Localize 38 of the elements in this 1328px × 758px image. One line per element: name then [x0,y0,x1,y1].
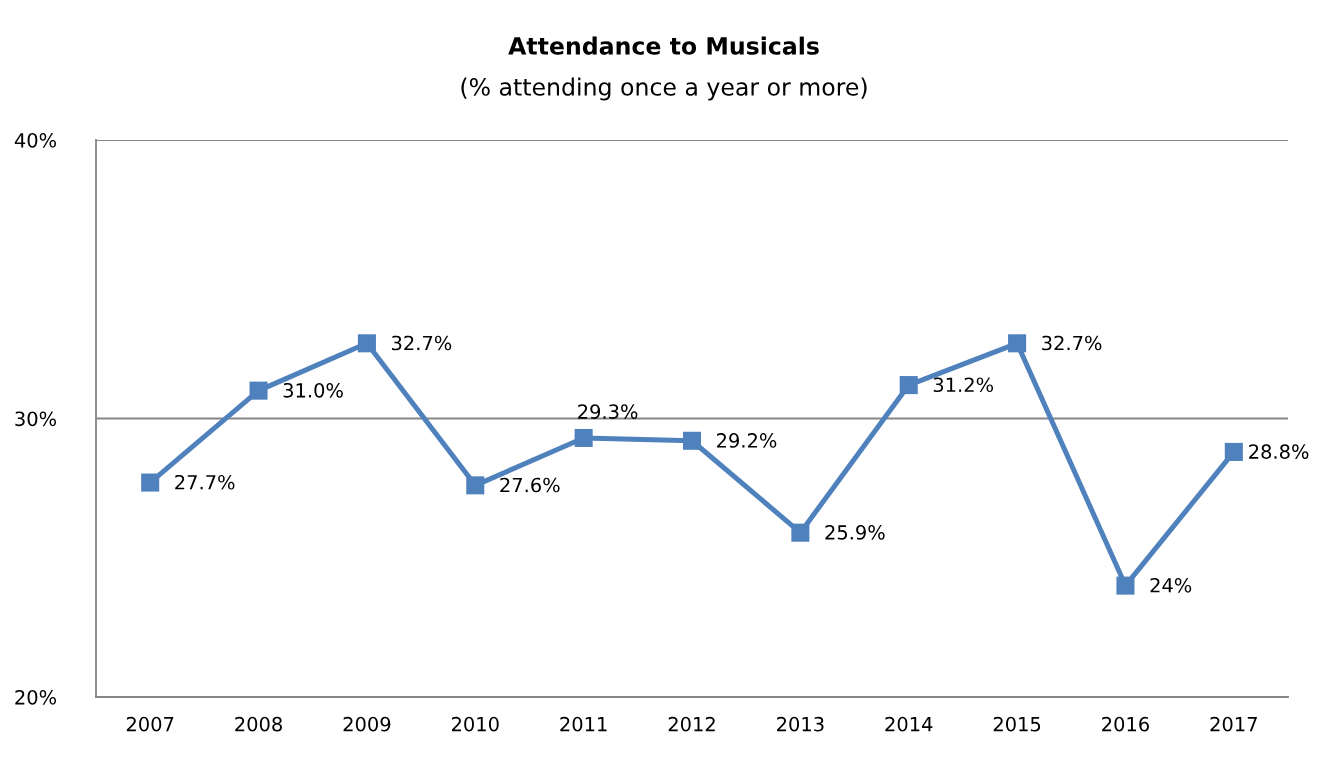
point [1116,576,1135,595]
x-tick-label: 2016 [1102,716,1149,732]
data-label: 31.0% [283,382,343,398]
data-label: 27.6% [500,477,560,493]
x-tick-label: 2017 [1210,716,1257,732]
y-tick-label: 20% [15,689,57,705]
x-tick-label: 2010 [451,716,499,732]
point [791,523,810,542]
x-tick-label: 2012 [668,716,715,732]
data-label: 31.2% [933,377,994,393]
point [357,334,376,353]
x-tick-label: 2015 [993,716,1041,732]
x-tick-label: 2014 [885,716,933,732]
point [574,428,593,448]
y-tick-label: 30% [15,411,57,427]
point [1008,334,1027,353]
x-tick-label: 2009 [343,716,391,732]
chart-subtitle: (% attending once a year or more) [461,77,867,101]
point [141,473,160,492]
data-label: 27.7% [175,474,235,490]
point [899,376,918,395]
x-tick-label: 2007 [126,716,174,732]
data-label: 28.8% [1249,444,1309,459]
data-label: 25.9% [825,525,885,540]
point [682,431,702,450]
point [466,476,485,495]
point [1224,442,1243,461]
y-tick-label: 40% [14,132,57,148]
chart-title: Attendance to Musicals [508,36,819,55]
point [249,381,268,400]
x-tick-label: 2013 [777,716,824,732]
data-label: 29.2% [717,433,777,448]
x-tick-label: 2008 [235,716,282,732]
data-label: 29.3% [578,404,638,419]
x-tick-label: 2011 [560,716,607,732]
data-label: 24% [1150,577,1192,593]
data-label: 32.7% [1042,335,1102,351]
data-label: 32.7% [392,335,452,351]
